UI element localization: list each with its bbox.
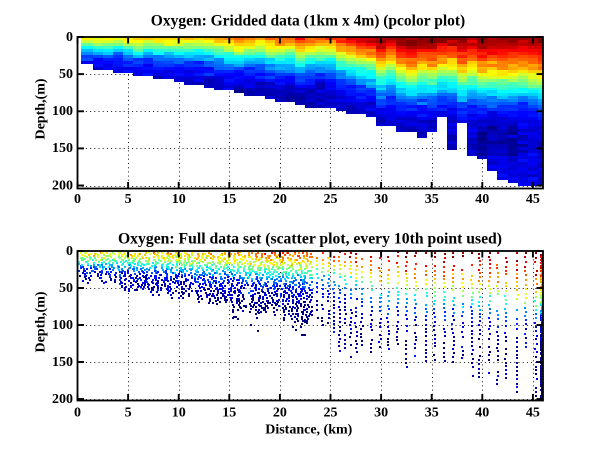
svg-text:30: 30: [374, 406, 388, 421]
svg-text:200: 200: [52, 178, 73, 193]
svg-text:50: 50: [59, 67, 73, 82]
svg-text:150: 150: [52, 141, 73, 156]
svg-text:35: 35: [425, 192, 439, 207]
svg-text:25: 25: [324, 192, 338, 207]
svg-text:40: 40: [475, 406, 489, 421]
svg-text:0: 0: [74, 406, 81, 421]
svg-text:Distance, (km): Distance, (km): [265, 423, 352, 438]
svg-text:20: 20: [273, 192, 287, 207]
svg-text:100: 100: [52, 104, 73, 119]
svg-text:0: 0: [66, 244, 73, 259]
svg-text:Oxygen: Full data set (scatter: Oxygen: Full data set (scatter plot, eve…: [118, 231, 502, 248]
svg-text:10: 10: [172, 192, 186, 207]
svg-text:40: 40: [475, 192, 489, 207]
svg-text:Depth,(m): Depth,(m): [34, 78, 49, 139]
svg-text:15: 15: [222, 406, 236, 421]
svg-text:50: 50: [59, 281, 73, 296]
svg-text:15: 15: [222, 192, 236, 207]
svg-text:Depth,(m): Depth,(m): [34, 291, 49, 352]
svg-text:5: 5: [125, 406, 132, 421]
svg-text:150: 150: [52, 355, 73, 370]
svg-text:35: 35: [425, 406, 439, 421]
svg-text:45: 45: [526, 192, 540, 207]
svg-text:200: 200: [52, 392, 73, 407]
svg-text:Oxygen: Gridded data (1km x 4m: Oxygen: Gridded data (1km x 4m) (pcolor …: [151, 13, 465, 30]
svg-text:100: 100: [52, 318, 73, 333]
svg-text:25: 25: [324, 406, 338, 421]
svg-text:0: 0: [66, 30, 73, 45]
svg-text:30: 30: [374, 192, 388, 207]
svg-text:20: 20: [273, 406, 287, 421]
svg-text:10: 10: [172, 406, 186, 421]
svg-text:5: 5: [125, 192, 132, 207]
svg-text:0: 0: [74, 192, 81, 207]
svg-text:45: 45: [526, 406, 540, 421]
